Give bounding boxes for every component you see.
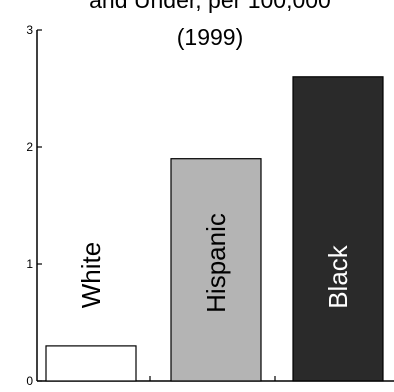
bar-white xyxy=(45,345,137,382)
y-tick-label-2: 2 xyxy=(26,140,33,154)
bar-label-hispanic: Hispanic xyxy=(201,213,231,313)
bar-label-black: Black xyxy=(323,244,353,309)
bar-black xyxy=(292,76,384,382)
y-tick-label-1: 1 xyxy=(26,257,33,271)
title-line-0: and Under, per 100,000 xyxy=(89,0,331,13)
bars: White Hispanic Black xyxy=(45,76,384,382)
y-tick-label-0: 0 xyxy=(26,374,33,388)
bar-label-white: White xyxy=(76,242,106,308)
bar-hispanic xyxy=(170,158,262,382)
y-tick-label-3: 3 xyxy=(26,23,33,37)
chart-title: and Under, per 100,000 (1999) xyxy=(89,0,331,50)
title-line-1: (1999) xyxy=(177,24,243,50)
